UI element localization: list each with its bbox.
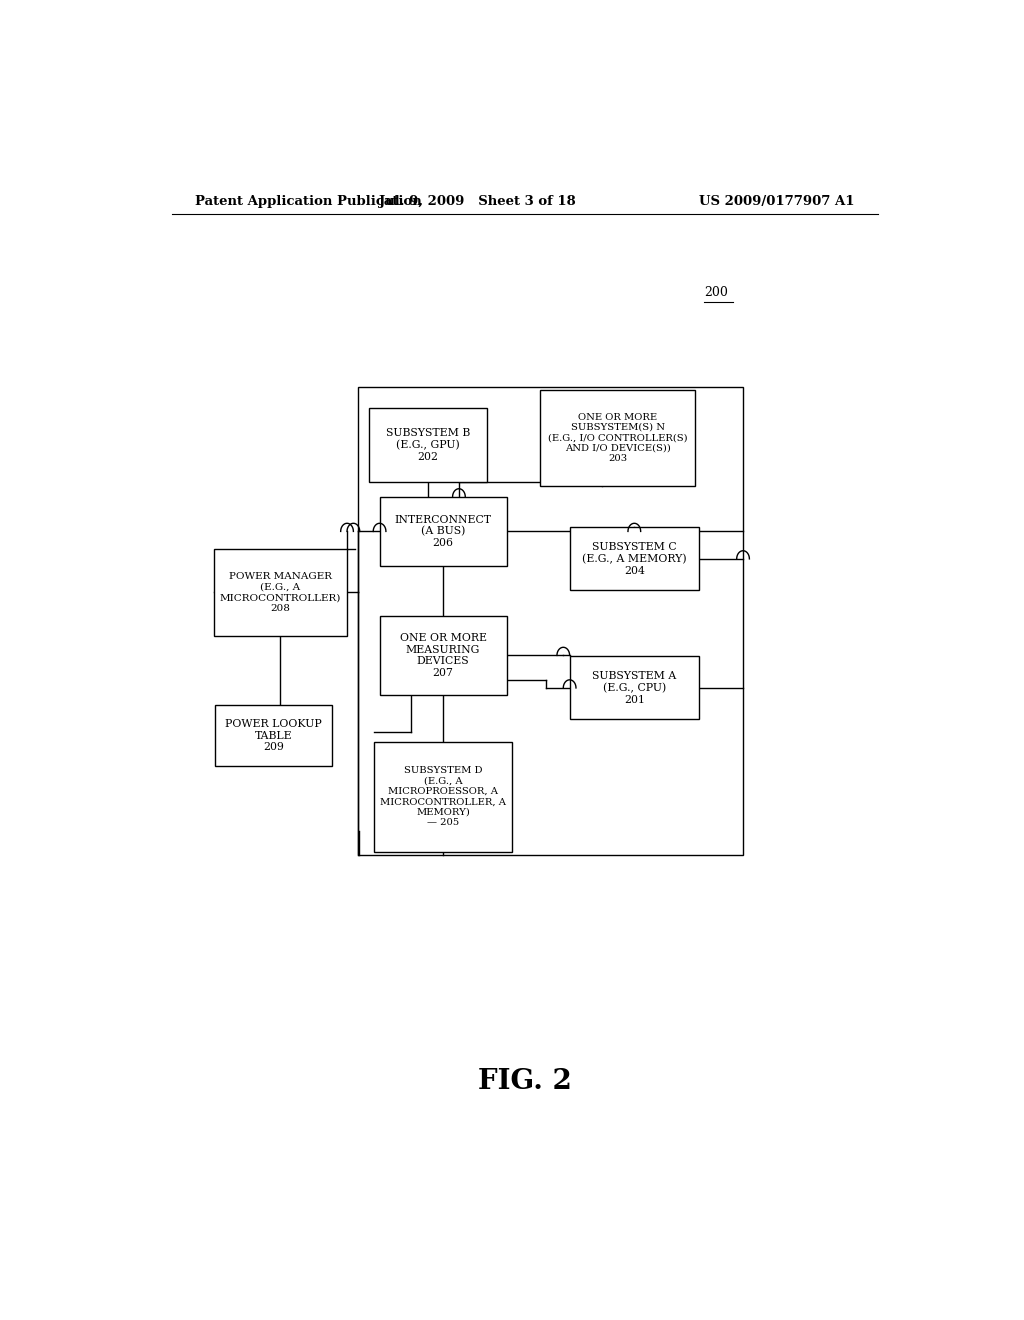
Text: SUBSYSTEM A
(E.G., CPU)
201: SUBSYSTEM A (E.G., CPU) 201 xyxy=(592,671,677,705)
Text: SUBSYSTEM D
(E.G., A
MICROPROESSOR, A
MICROCONTROLLER, A
MEMORY)
— 205: SUBSYSTEM D (E.G., A MICROPROESSOR, A MI… xyxy=(380,766,506,828)
Text: ONE OR MORE
SUBSYSTEM(S) N
(E.G., I/O CONTROLLER(S)
AND I/O DEVICE(S))
203: ONE OR MORE SUBSYSTEM(S) N (E.G., I/O CO… xyxy=(548,413,687,463)
Bar xyxy=(370,408,486,482)
Text: Jul. 9, 2009   Sheet 3 of 18: Jul. 9, 2009 Sheet 3 of 18 xyxy=(379,194,575,207)
Bar xyxy=(214,705,332,766)
Text: POWER MANAGER
(E.G., A
MICROCONTROLLER)
208: POWER MANAGER (E.G., A MICROCONTROLLER) … xyxy=(220,573,341,612)
Bar xyxy=(358,387,743,854)
Text: INTERCONNECT
(A BUS)
206: INTERCONNECT (A BUS) 206 xyxy=(394,515,492,548)
Bar xyxy=(375,742,512,851)
Bar xyxy=(541,389,695,486)
Text: ONE OR MORE
MEASURING
DEVICES
207: ONE OR MORE MEASURING DEVICES 207 xyxy=(399,634,486,677)
Bar xyxy=(214,549,347,636)
Bar xyxy=(380,615,507,696)
Text: Patent Application Publication: Patent Application Publication xyxy=(196,194,422,207)
Text: SUBSYSTEM C
(E.G., A MEMORY)
204: SUBSYSTEM C (E.G., A MEMORY) 204 xyxy=(582,543,687,576)
Bar xyxy=(380,496,507,566)
Text: 200: 200 xyxy=(705,285,728,298)
Text: FIG. 2: FIG. 2 xyxy=(478,1068,571,1094)
Text: SUBSYSTEM B
(E.G., GPU)
202: SUBSYSTEM B (E.G., GPU) 202 xyxy=(386,428,470,462)
Bar xyxy=(569,656,699,719)
Text: POWER LOOKUP
TABLE
209: POWER LOOKUP TABLE 209 xyxy=(225,719,322,752)
Text: US 2009/0177907 A1: US 2009/0177907 A1 xyxy=(699,194,855,207)
Bar xyxy=(569,528,699,590)
